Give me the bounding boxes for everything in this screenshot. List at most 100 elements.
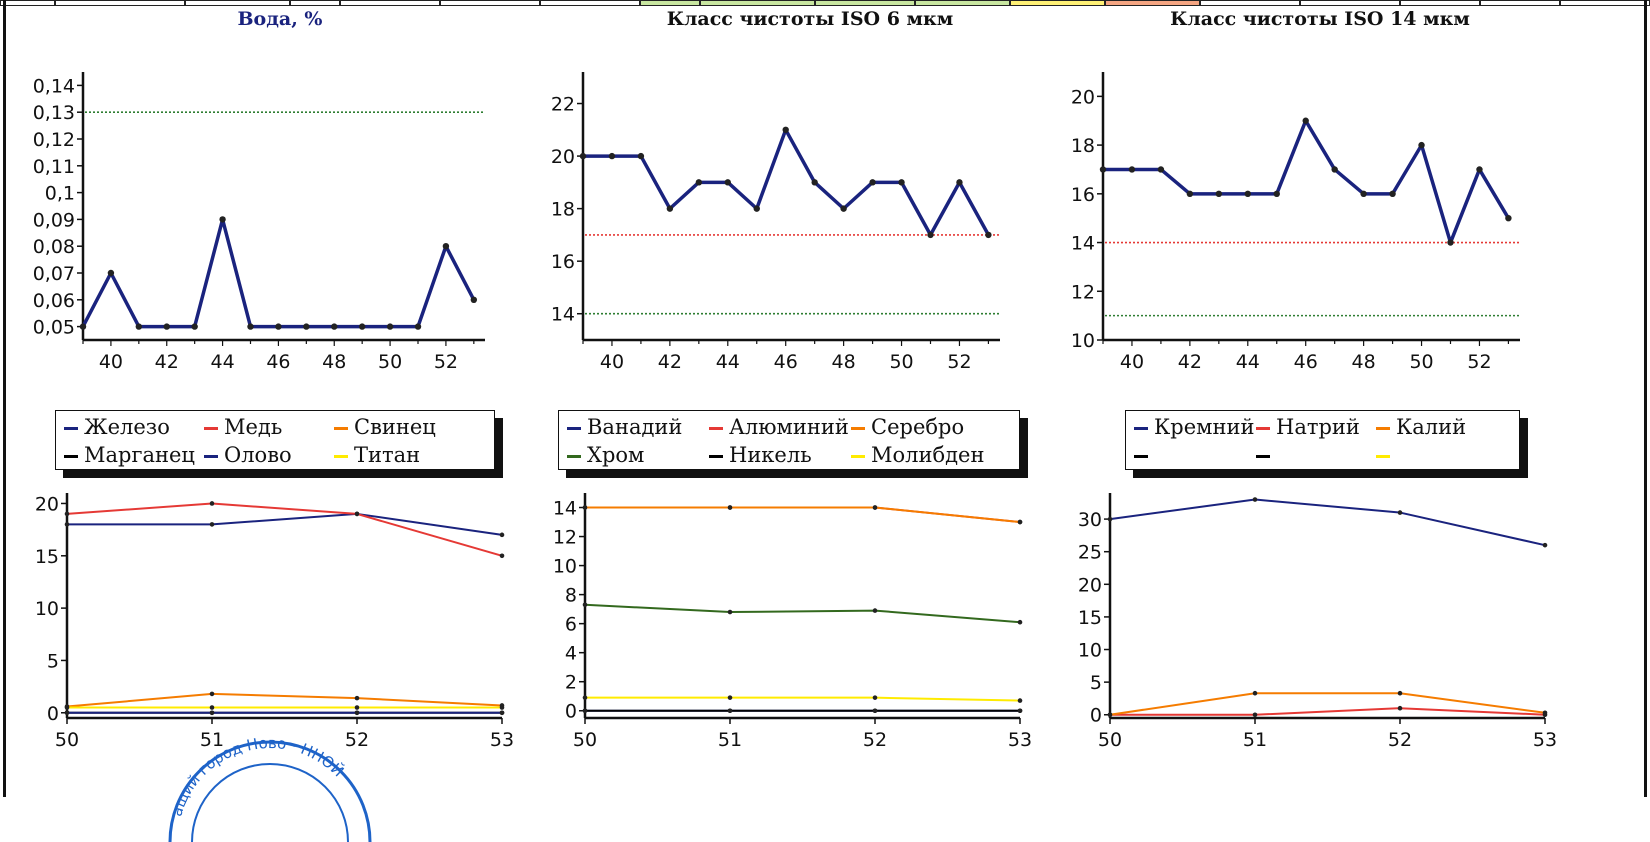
x-tick-label: 50 (1409, 351, 1433, 373)
y-tick-label: 10 (1078, 640, 1102, 662)
data-point (869, 179, 876, 186)
x-tick-label: 42 (658, 351, 682, 373)
data-point (247, 323, 254, 330)
legend-label: Титан (354, 443, 421, 467)
data-point (1107, 712, 1113, 718)
series-line (66, 692, 503, 708)
data-point (209, 705, 215, 710)
y-tick-label: 16 (1071, 184, 1095, 206)
legend-item: Натрий (1256, 415, 1360, 439)
legend-item (1376, 443, 1396, 467)
y-tick-label: 0,1 (45, 183, 75, 205)
x-tick-label: 40 (1120, 351, 1144, 373)
legend-label: Кремний (1154, 415, 1255, 439)
y-tick-label: 0,08 (33, 236, 75, 258)
legend-metals-1: Железо Медь Свинец Марганец Олово Титан (55, 410, 495, 470)
data-point (1252, 712, 1258, 718)
data-point (582, 708, 588, 714)
y-tick-label: 0 (47, 703, 59, 725)
data-point (499, 705, 505, 710)
legend-label: Ванадий (587, 415, 683, 439)
series-line (584, 603, 1021, 624)
data-point (1397, 690, 1403, 696)
data-point (872, 695, 878, 700)
legend-label: Железо (84, 415, 170, 439)
data-point (275, 323, 282, 330)
x-tick-label: 50 (55, 729, 79, 751)
right-frame-border (1644, 0, 1647, 797)
x-tick-label: 52 (1467, 351, 1491, 373)
table-cell (1105, 0, 1200, 6)
data-point (1418, 141, 1425, 149)
y-tick-label: 18 (551, 199, 575, 221)
table-cell (290, 0, 340, 6)
seal-stamp: ащий город Ново · ННОЙ (167, 734, 372, 842)
table-cell (1400, 0, 1480, 6)
y-tick-label: 20 (551, 146, 575, 168)
legend-item: Олово (204, 443, 292, 467)
y-tick-label: 25 (1078, 542, 1102, 564)
y-tick-label: 4 (565, 643, 577, 665)
data-point (1099, 166, 1107, 173)
data-point (1017, 519, 1023, 525)
data-point (1397, 510, 1403, 515)
table-cell (1010, 0, 1105, 6)
data-point (64, 710, 70, 716)
left-frame-border (3, 0, 6, 797)
y-tick-label: 6 (565, 614, 577, 636)
x-tick-label: 44 (1236, 351, 1260, 373)
data-point (470, 296, 478, 303)
legend-label: Молибден (871, 443, 985, 467)
data-point (499, 710, 505, 716)
table-cell (1300, 0, 1400, 6)
data-point (727, 695, 733, 700)
x-tick-label: 53 (490, 729, 514, 751)
x-tick-label: 51 (1243, 729, 1267, 751)
y-tick-label: 12 (553, 527, 577, 549)
x-tick-label: 46 (774, 351, 798, 373)
y-tick-label: 0 (1090, 705, 1102, 727)
x-tick-label: 42 (155, 351, 179, 373)
data-point (354, 710, 360, 716)
data-point (927, 231, 934, 239)
data-point (1331, 166, 1338, 173)
data-point (637, 152, 645, 160)
x-tick-label: 50 (1098, 729, 1122, 751)
legend-label: Калий (1396, 415, 1467, 439)
legend-metals-3: Кремний Натрий Калий (1125, 410, 1520, 470)
x-tick-label: 40 (99, 351, 123, 373)
y-tick-label: 16 (551, 251, 575, 273)
legend-metals-2: Ванадий Алюминий Серебро Хром Никель Мол… (558, 410, 1020, 470)
data-point (1215, 190, 1223, 198)
series-line (1109, 498, 1546, 547)
table-cell (540, 0, 640, 6)
x-tick-label: 44 (210, 351, 234, 373)
data-point (1017, 619, 1023, 625)
data-point (79, 323, 87, 330)
data-point (64, 705, 70, 710)
data-point (1505, 214, 1512, 222)
y-tick-label: 10 (1071, 330, 1095, 352)
data-point (358, 323, 366, 330)
y-tick-label: 30 (1078, 509, 1102, 531)
y-tick-label: 0,12 (33, 129, 75, 151)
data-point (727, 505, 733, 510)
x-tick-label: 53 (1533, 729, 1557, 751)
data-point (209, 691, 215, 697)
data-point (1397, 705, 1403, 711)
chart-title-iso6: Класс чистоты ISO 6 мкм (666, 8, 954, 30)
legend-label: Серебро (871, 415, 965, 439)
legend-item: Ванадий (567, 415, 682, 439)
data-point (1244, 190, 1251, 198)
legend-label: Никель (729, 443, 812, 467)
series-line (585, 696, 1021, 702)
data-point (1389, 190, 1396, 198)
y-tick-label: 2 (565, 672, 577, 694)
data-point (64, 511, 70, 517)
y-tick-label: 8 (565, 585, 577, 607)
data-point (209, 710, 215, 716)
data-point (1302, 117, 1309, 124)
chart-title-iso14: Класс чистоты ISO 14 мкм (1170, 8, 1470, 30)
y-tick-label: 18 (1071, 135, 1095, 157)
legend-item (1256, 443, 1276, 467)
